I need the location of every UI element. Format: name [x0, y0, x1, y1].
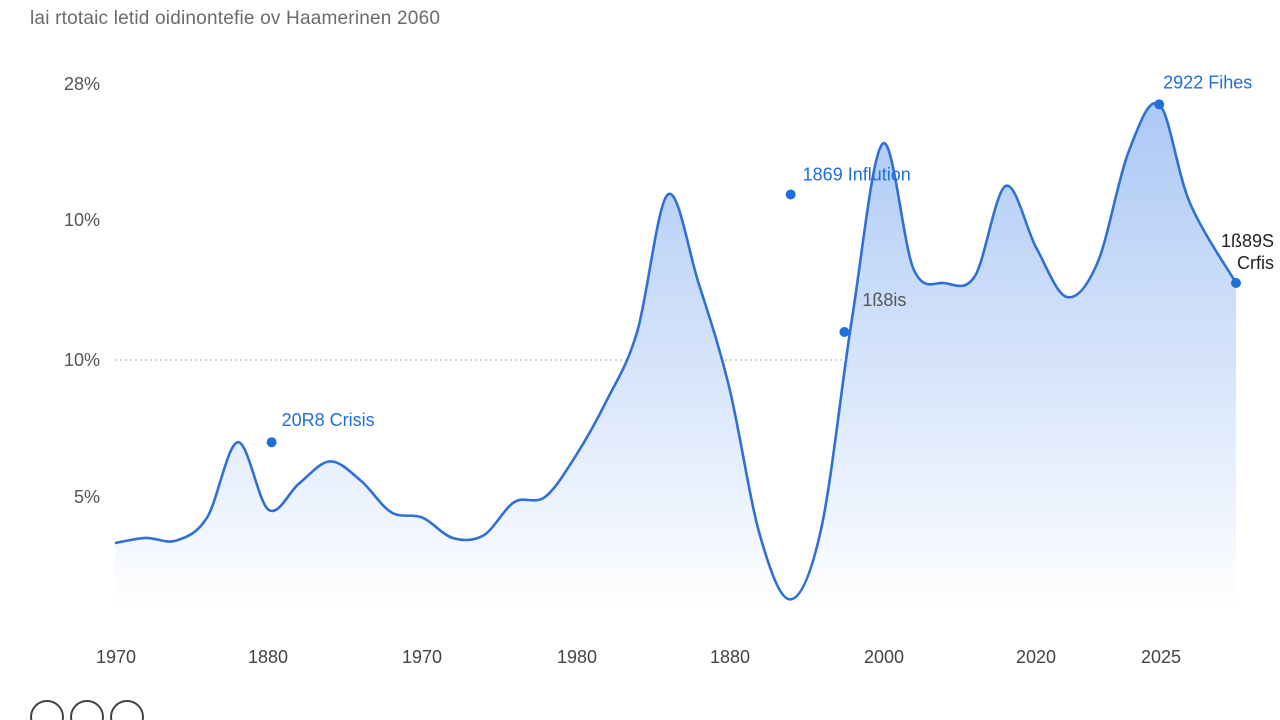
annotation-point — [1154, 99, 1165, 110]
series-area-fill — [115, 102, 1236, 611]
annotation-point — [785, 189, 796, 200]
series-line — [114, 101, 1238, 601]
x-tick-label: 2020 — [1016, 647, 1056, 667]
annotation-point — [266, 437, 277, 448]
circle-icon[interactable] — [30, 700, 64, 720]
x-tick-label: 1880 — [248, 647, 288, 667]
x-tick-label: 2000 — [864, 647, 904, 667]
annotation-label: Crfis — [1237, 253, 1274, 273]
y-tick-label: 28% — [64, 74, 100, 94]
annotation-point — [1231, 278, 1241, 288]
annotation-label: 1869 Inflution — [803, 165, 911, 185]
chart-title: lai rtotaic letid oidinontefie ov Haamer… — [30, 8, 441, 29]
x-tick-label: 1880 — [710, 647, 750, 667]
bottom-icon-row — [30, 700, 144, 720]
y-tick-label: 10% — [64, 350, 100, 370]
y-tick-label: 10% — [64, 210, 100, 230]
y-tick-label: 5% — [74, 487, 100, 507]
annotation-label: 1ß8is — [862, 290, 906, 310]
circle-icon[interactable] — [70, 700, 104, 720]
x-tick-label: 1980 — [557, 647, 597, 667]
circle-icon[interactable] — [110, 700, 144, 720]
x-tick-label: 2025 — [1141, 647, 1181, 667]
x-tick-label: 1970 — [96, 647, 136, 667]
annotation-point — [839, 327, 850, 337]
annotation-label: 1ß89S — [1221, 231, 1274, 251]
annotation-label: 2922 Fihes — [1163, 72, 1252, 92]
x-tick-label: 1970 — [402, 647, 442, 667]
annotation-label: 20R8 Crisis — [282, 410, 375, 430]
